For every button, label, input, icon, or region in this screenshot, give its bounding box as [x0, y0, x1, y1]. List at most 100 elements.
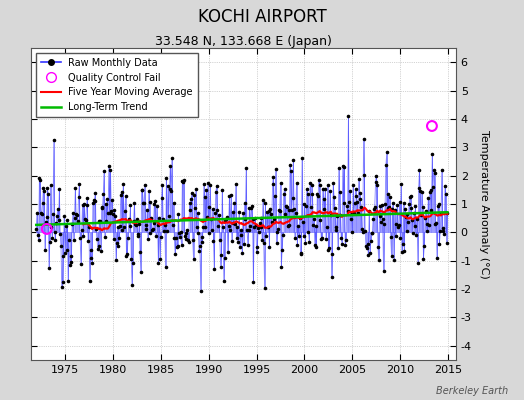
- Point: [430, 167, 438, 174]
- Point: [256, 224, 265, 231]
- Point: [154, 260, 162, 266]
- Point: [34, 232, 42, 238]
- Point: [398, 248, 406, 255]
- Point: [70, 215, 79, 221]
- Point: [82, 217, 90, 224]
- Point: [164, 183, 172, 190]
- Point: [323, 182, 332, 188]
- Point: [365, 208, 374, 214]
- Point: [381, 200, 389, 207]
- Point: [424, 195, 432, 201]
- Point: [252, 222, 260, 228]
- Point: [271, 192, 279, 199]
- Point: [59, 253, 68, 260]
- Point: [233, 235, 241, 242]
- Point: [434, 203, 442, 209]
- Point: [432, 220, 441, 226]
- Point: [191, 205, 199, 211]
- Point: [43, 185, 51, 192]
- Point: [333, 212, 342, 219]
- Point: [303, 186, 311, 192]
- Point: [53, 206, 62, 212]
- Point: [167, 187, 176, 194]
- Point: [183, 226, 191, 233]
- Point: [395, 222, 403, 228]
- Point: [279, 232, 287, 239]
- Point: [282, 203, 290, 209]
- Point: [93, 236, 101, 242]
- Point: [39, 185, 48, 192]
- Point: [413, 260, 422, 266]
- Point: [204, 180, 212, 186]
- Point: [395, 199, 403, 205]
- Point: [277, 264, 286, 270]
- Point: [355, 190, 364, 197]
- Legend: Raw Monthly Data, Quality Control Fail, Five Year Moving Average, Long-Term Tren: Raw Monthly Data, Quality Control Fail, …: [36, 53, 198, 117]
- Point: [163, 228, 171, 234]
- Point: [228, 209, 237, 215]
- Point: [378, 216, 387, 223]
- Title: 33.548 N, 133.668 E (Japan): 33.548 N, 133.668 E (Japan): [155, 35, 332, 48]
- Point: [260, 285, 269, 291]
- Point: [390, 257, 398, 264]
- Point: [299, 219, 307, 225]
- Point: [372, 172, 380, 179]
- Point: [317, 236, 325, 242]
- Point: [370, 203, 379, 210]
- Point: [290, 206, 298, 212]
- Point: [253, 248, 261, 255]
- Point: [42, 214, 51, 221]
- Point: [138, 187, 147, 193]
- Point: [362, 243, 370, 249]
- Point: [287, 168, 295, 174]
- Point: [225, 193, 234, 200]
- Point: [359, 135, 368, 142]
- Point: [108, 196, 116, 203]
- Point: [165, 213, 173, 219]
- Point: [85, 224, 93, 230]
- Point: [255, 229, 263, 235]
- Point: [74, 194, 83, 200]
- Point: [416, 188, 424, 194]
- Point: [374, 244, 382, 250]
- Point: [161, 264, 170, 270]
- Point: [170, 235, 179, 242]
- Point: [352, 193, 361, 200]
- Point: [425, 189, 434, 195]
- Point: [264, 224, 272, 230]
- Point: [230, 200, 238, 206]
- Point: [91, 190, 100, 196]
- Point: [285, 222, 293, 228]
- Point: [437, 210, 445, 216]
- Point: [382, 162, 390, 168]
- Point: [410, 209, 418, 216]
- Point: [136, 249, 144, 255]
- Point: [373, 182, 381, 188]
- Point: [94, 242, 103, 249]
- Point: [329, 180, 337, 186]
- Point: [422, 207, 430, 214]
- Point: [212, 182, 221, 189]
- Point: [308, 182, 316, 188]
- Point: [340, 164, 348, 170]
- Point: [171, 251, 179, 257]
- Point: [442, 240, 451, 247]
- Point: [117, 192, 125, 198]
- Point: [166, 185, 174, 192]
- Point: [250, 223, 258, 230]
- Point: [328, 273, 336, 280]
- Point: [148, 227, 156, 233]
- Point: [312, 244, 321, 250]
- Point: [256, 220, 264, 226]
- Point: [234, 238, 243, 245]
- Point: [187, 196, 195, 203]
- Point: [411, 202, 420, 209]
- Point: [151, 198, 159, 204]
- Point: [209, 206, 217, 212]
- Point: [64, 278, 72, 285]
- Point: [160, 227, 168, 234]
- Point: [369, 216, 377, 222]
- Point: [181, 233, 189, 239]
- Point: [412, 232, 420, 238]
- Point: [410, 223, 419, 229]
